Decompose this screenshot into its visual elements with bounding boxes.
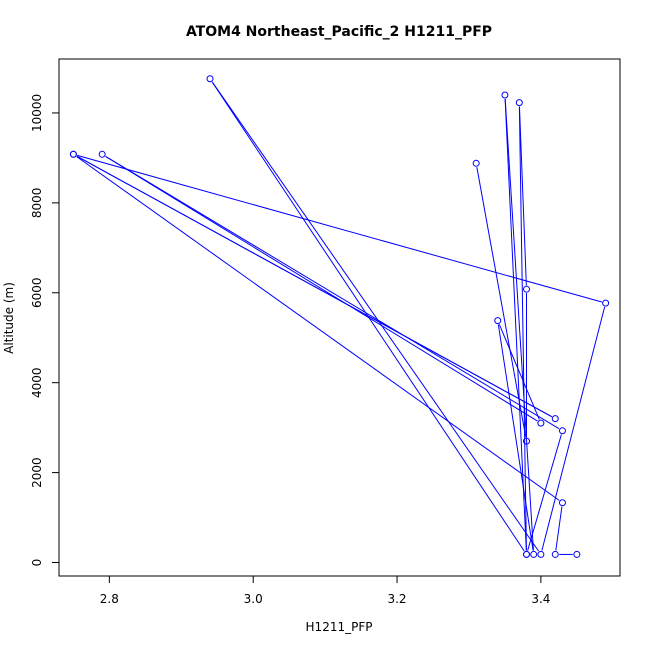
series-line-segment (555, 506, 563, 551)
data-point (558, 427, 566, 435)
data-point (523, 550, 530, 558)
series-line-segment (497, 324, 534, 551)
chart-title: ATOM4 Northeast_Pacific_2 H1211_PFP (186, 24, 492, 40)
y-tick-label: 8000 (30, 188, 44, 219)
series-points (69, 75, 610, 558)
data-point (537, 419, 545, 427)
y-tick-label: 6000 (30, 278, 44, 309)
series-line-segment (77, 154, 602, 303)
data-point (98, 150, 106, 158)
x-axis-label: H1211_PFP (306, 620, 373, 634)
data-point (530, 550, 538, 558)
series-line-segment (105, 155, 538, 422)
data-point (69, 150, 77, 158)
y-tick-label: 2000 (30, 457, 44, 488)
series-line-segment (498, 324, 540, 420)
data-point (537, 550, 545, 558)
x-tick-label: 3.0 (244, 592, 263, 606)
series-line-segment (76, 155, 553, 418)
series-lines (76, 81, 606, 555)
series-line-segment (211, 81, 540, 552)
series-line-segment (76, 156, 560, 501)
x-tick-label: 2.8 (100, 592, 119, 606)
data-point (573, 550, 581, 558)
data-point (523, 437, 530, 445)
data-point (602, 299, 610, 307)
series-line-segment (105, 155, 560, 430)
data-point (523, 285, 530, 293)
y-tick-label: 4000 (30, 367, 44, 398)
series-line-segment (476, 167, 527, 438)
data-point (551, 550, 559, 558)
plot-frame (58, 58, 621, 577)
data-point (551, 415, 559, 423)
y-tick-label: 0 (30, 559, 44, 567)
data-point (558, 499, 566, 507)
data-point (515, 99, 523, 107)
y-axis: 0 2000 4000 6000 8000 10000 (30, 94, 60, 567)
series-line-segment (518, 106, 527, 286)
x-tick-label: 3.2 (387, 592, 406, 606)
data-point (206, 75, 214, 83)
x-axis: 2.8 3.0 3.2 3.4 (100, 575, 550, 606)
y-tick-label: 10000 (30, 94, 44, 132)
data-point (494, 317, 502, 325)
series-line-segment (541, 306, 606, 551)
data-point (472, 159, 480, 167)
series-line-segment (527, 434, 562, 551)
series-line-segment (504, 98, 527, 551)
y-axis-label: Altitude (m) (2, 282, 16, 354)
x-tick-label: 3.4 (531, 592, 550, 606)
data-point (501, 91, 509, 99)
series-line-segment (504, 98, 534, 551)
